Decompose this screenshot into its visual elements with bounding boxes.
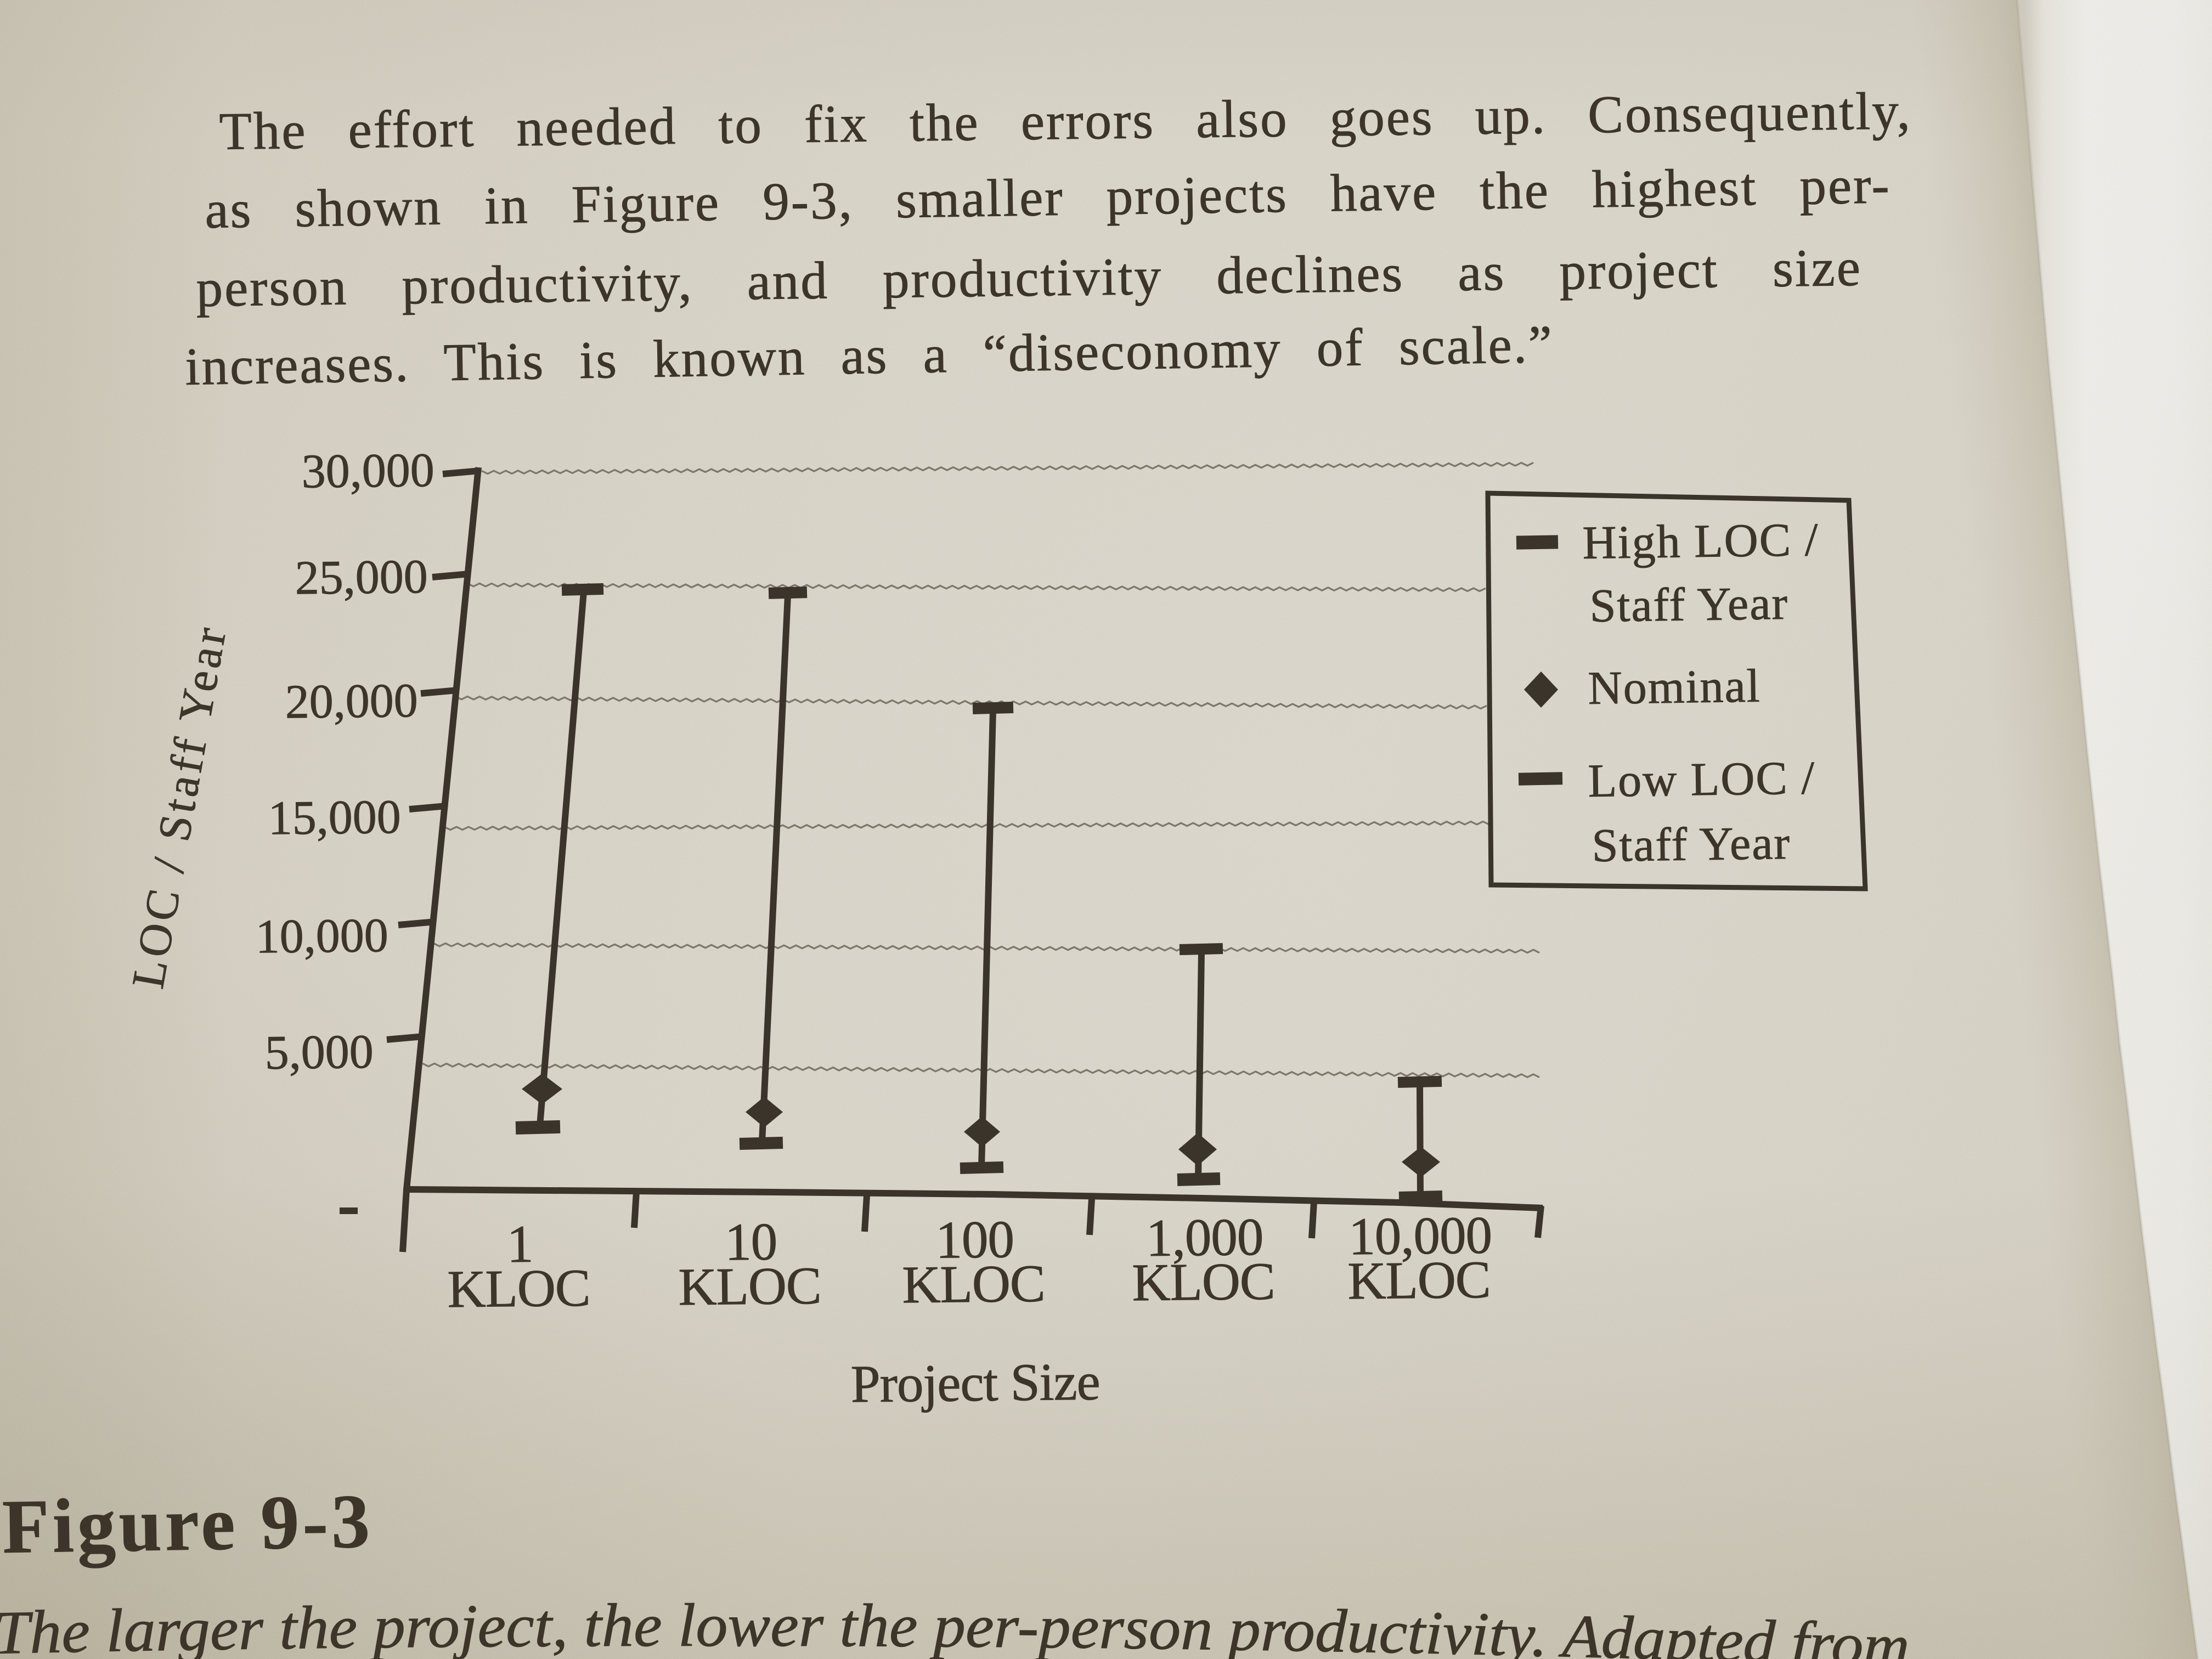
svg-text:Staff Year: Staff Year	[1589, 577, 1789, 632]
svg-text:High LOC /: High LOC /	[1582, 513, 1819, 569]
svg-text:25,000: 25,000	[295, 550, 428, 605]
svg-text:15,000: 15,000	[268, 791, 401, 845]
svg-text:KLOC: KLOC	[902, 1254, 1045, 1314]
svg-text:20,000: 20,000	[285, 674, 418, 729]
svg-text:Figure 9-3: Figure 9-3	[2, 1479, 374, 1570]
svg-text:KLOC: KLOC	[1132, 1252, 1275, 1312]
svg-text:10,000: 10,000	[255, 909, 388, 964]
svg-text:Low LOC /: Low LOC /	[1588, 751, 1816, 807]
svg-text:5,000: 5,000	[264, 1025, 374, 1080]
svg-text:KLOC: KLOC	[1347, 1250, 1491, 1311]
svg-text:Staff Year: Staff Year	[1592, 816, 1791, 872]
svg-text:Project Size: Project Size	[850, 1352, 1100, 1414]
svg-text:Nominal: Nominal	[1588, 659, 1761, 714]
svg-text:30,000: 30,000	[301, 444, 435, 499]
svg-text:KLOC: KLOC	[678, 1256, 821, 1317]
svg-text:KLOC: KLOC	[447, 1259, 590, 1319]
